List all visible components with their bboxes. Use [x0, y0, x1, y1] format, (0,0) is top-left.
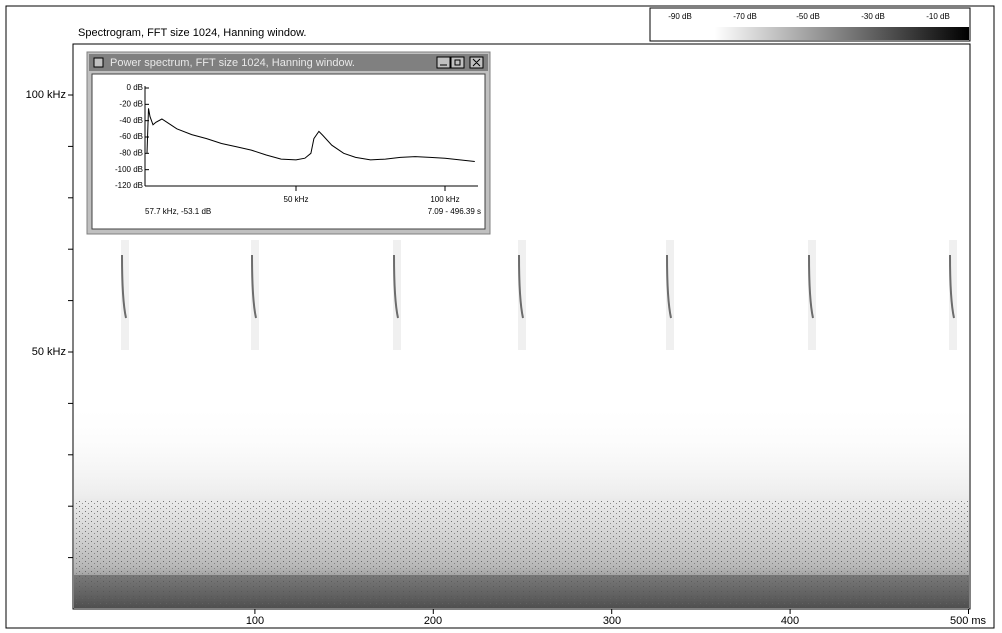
x-label: 100 — [246, 615, 264, 627]
spectrum-y-label: -120 dB — [115, 181, 143, 190]
scale-label: -70 dB — [733, 12, 757, 21]
spectrogram-title: Spectrogram, FFT size 1024, Hanning wind… — [78, 27, 306, 39]
scale-label: -90 dB — [668, 12, 692, 21]
status-left: 57.7 kHz, -53.1 dB — [145, 207, 211, 216]
minimize-button[interactable] — [437, 57, 450, 68]
low-band — [74, 575, 969, 608]
scale-label: -10 dB — [926, 12, 950, 21]
system-menu[interactable] — [94, 58, 103, 67]
spectrum-pane — [92, 74, 485, 229]
spectrum-y-label: -40 dB — [119, 116, 143, 125]
window-title: Power spectrum, FFT size 1024, Hanning w… — [110, 57, 355, 69]
app-window: Spectrogram, FFT size 1024, Hanning wind… — [0, 0, 1002, 633]
y-label: 50 kHz — [32, 346, 66, 358]
maximize-button[interactable] — [451, 57, 464, 68]
x-label: 400 — [781, 615, 799, 627]
spectrum-x-label: 100 kHz — [430, 195, 459, 204]
spectrum-y-label: 0 dB — [127, 83, 143, 92]
y-label: 100 kHz — [26, 89, 66, 101]
power-spectrum-window[interactable]: Power spectrum, FFT size 1024, Hanning w… — [87, 52, 490, 234]
color-gradient — [651, 27, 969, 40]
spectrum-x-label: 50 kHz — [284, 195, 309, 204]
scale-label: -50 dB — [796, 12, 820, 21]
x-label: 500 ms — [950, 615, 987, 627]
x-label: 200 — [424, 615, 442, 627]
spectrum-y-label: -80 dB — [119, 148, 143, 157]
spectrum-y-label: -20 dB — [119, 99, 143, 108]
spectrum-y-label: -60 dB — [119, 132, 143, 141]
x-label: 300 — [603, 615, 621, 627]
status-right: 7.09 - 496.39 s — [428, 207, 481, 216]
spectrum-y-label: -100 dB — [115, 165, 143, 174]
scale-label: -30 dB — [861, 12, 885, 21]
